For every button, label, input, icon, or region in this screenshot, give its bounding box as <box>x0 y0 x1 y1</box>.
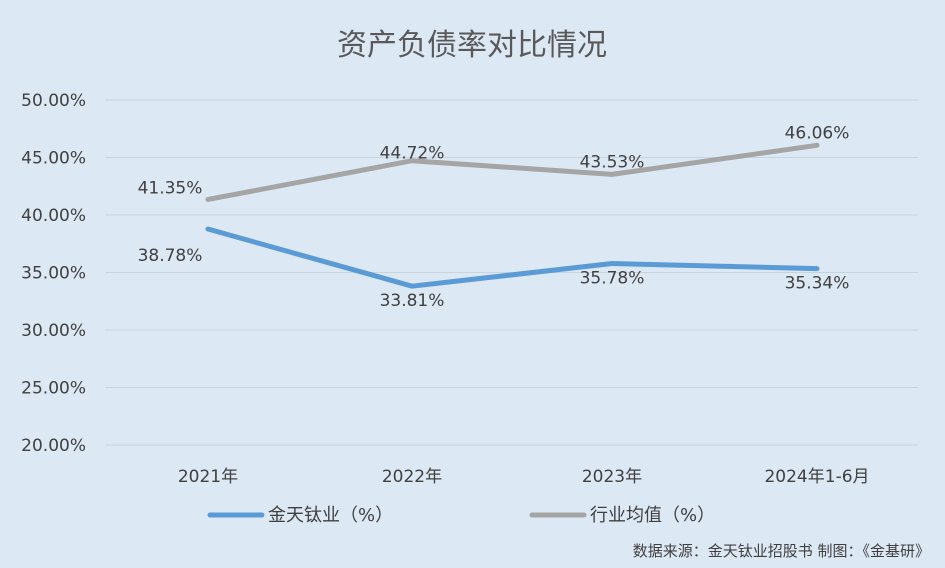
data-label: 41.35% <box>138 178 203 198</box>
x-tick-label: 2021年 <box>178 467 238 487</box>
data-label: 35.34% <box>785 274 850 294</box>
x-axis: 2021年 2022年 2023年 2024年1-6月 <box>178 467 870 487</box>
legend-label: 金天钛业（%） <box>268 505 393 526</box>
data-label: 38.78% <box>138 246 203 266</box>
y-tick-label: 40.00% <box>21 206 86 226</box>
x-tick-label: 2022年 <box>382 467 442 487</box>
data-label: 46.06% <box>785 123 850 143</box>
legend-label: 行业均值（%） <box>590 505 715 526</box>
y-tick-label: 20.00% <box>21 436 86 456</box>
y-tick-label: 35.00% <box>21 264 86 284</box>
series-line-1 <box>205 142 820 202</box>
data-label: 43.53% <box>580 152 645 172</box>
data-label: 44.72% <box>380 144 445 164</box>
x-tick-label: 2023年 <box>582 467 642 487</box>
data-labels: 38.78% 33.81% 35.78% 35.34% 41.35% 44.72% 43.5… <box>138 123 850 311</box>
source-note: 数据来源：金天钛业招股书 制图：《金基研》 <box>633 542 930 560</box>
y-tick-label: 30.00% <box>21 321 86 341</box>
gridlines <box>105 99 918 446</box>
x-tick-label: 2024年1-6月 <box>764 467 869 487</box>
data-label: 33.81% <box>380 291 445 311</box>
series <box>205 142 820 289</box>
y-tick-label: 25.00% <box>21 379 86 399</box>
y-tick-label: 50.00% <box>21 91 86 111</box>
y-axis: 20.00% 25.00% 30.00% 35.00% 40.00% 45.00% 50.0… <box>21 91 86 456</box>
data-label: 35.78% <box>580 269 645 289</box>
y-tick-label: 45.00% <box>21 149 86 169</box>
chart-title: 资产负债率对比情况 <box>337 28 607 63</box>
legend: 金天钛业（%） 行业均值（%） <box>207 505 715 526</box>
series-line-0 <box>205 226 820 289</box>
